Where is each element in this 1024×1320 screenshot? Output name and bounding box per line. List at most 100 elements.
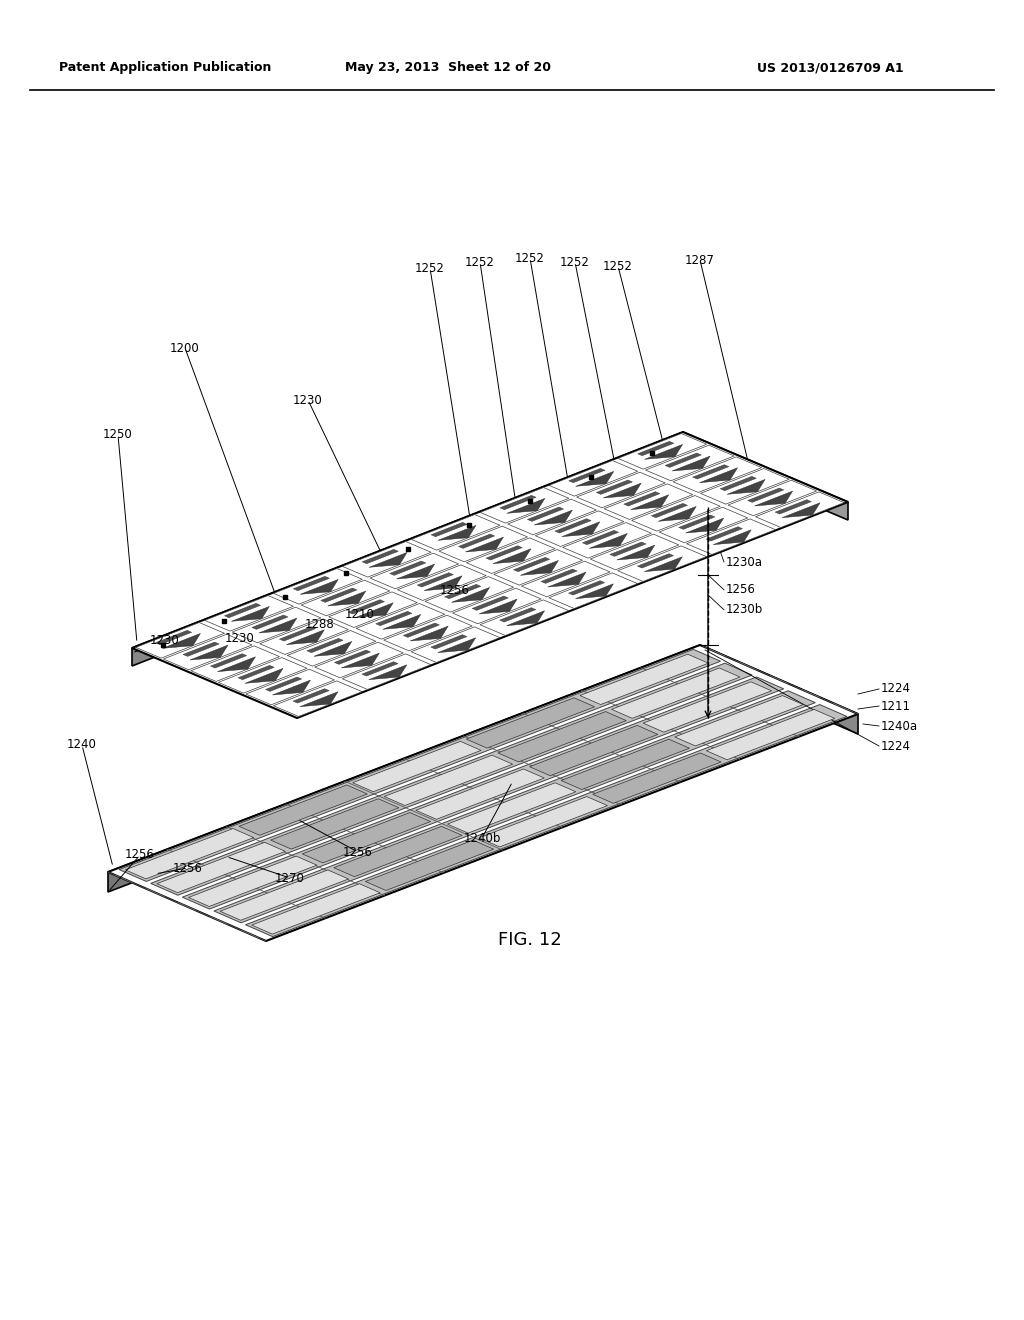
Polygon shape bbox=[444, 585, 481, 599]
Polygon shape bbox=[287, 631, 376, 667]
Polygon shape bbox=[459, 535, 495, 548]
Polygon shape bbox=[596, 480, 633, 495]
Polygon shape bbox=[479, 599, 517, 614]
Text: 1256: 1256 bbox=[173, 862, 203, 874]
Polygon shape bbox=[252, 615, 288, 630]
Polygon shape bbox=[189, 645, 228, 660]
Polygon shape bbox=[314, 643, 403, 677]
Polygon shape bbox=[541, 569, 578, 583]
Text: 1288: 1288 bbox=[305, 619, 335, 631]
Polygon shape bbox=[683, 432, 848, 520]
Polygon shape bbox=[366, 840, 494, 891]
Polygon shape bbox=[673, 457, 762, 492]
Polygon shape bbox=[300, 692, 338, 706]
Polygon shape bbox=[713, 529, 752, 545]
Polygon shape bbox=[555, 519, 591, 533]
Polygon shape bbox=[638, 441, 674, 455]
Polygon shape bbox=[348, 599, 384, 614]
Text: 1256: 1256 bbox=[440, 583, 470, 597]
Polygon shape bbox=[548, 572, 586, 587]
Polygon shape bbox=[479, 796, 607, 847]
Polygon shape bbox=[239, 785, 368, 836]
Polygon shape bbox=[659, 507, 748, 543]
Polygon shape bbox=[389, 561, 426, 576]
Polygon shape bbox=[728, 480, 817, 516]
Polygon shape bbox=[658, 507, 696, 521]
Polygon shape bbox=[604, 484, 693, 520]
Polygon shape bbox=[617, 433, 707, 469]
Polygon shape bbox=[136, 623, 224, 659]
Polygon shape bbox=[108, 645, 858, 941]
Polygon shape bbox=[466, 698, 595, 748]
Polygon shape bbox=[245, 668, 283, 684]
Polygon shape bbox=[293, 689, 330, 704]
Polygon shape bbox=[321, 587, 357, 602]
Polygon shape bbox=[679, 515, 715, 529]
Polygon shape bbox=[447, 783, 575, 833]
Text: 1252: 1252 bbox=[465, 256, 495, 268]
Polygon shape bbox=[108, 645, 700, 892]
Polygon shape bbox=[580, 655, 709, 705]
Polygon shape bbox=[466, 537, 555, 573]
Text: 1240a: 1240a bbox=[881, 719, 919, 733]
Polygon shape bbox=[500, 607, 536, 622]
Polygon shape bbox=[486, 545, 522, 560]
Polygon shape bbox=[238, 665, 274, 680]
Polygon shape bbox=[508, 499, 596, 535]
Polygon shape bbox=[666, 453, 701, 467]
Polygon shape bbox=[472, 597, 508, 610]
Polygon shape bbox=[707, 709, 835, 760]
Polygon shape bbox=[775, 500, 811, 513]
Polygon shape bbox=[675, 696, 803, 746]
Polygon shape bbox=[611, 668, 740, 718]
Polygon shape bbox=[692, 465, 729, 479]
Polygon shape bbox=[643, 682, 771, 733]
Polygon shape bbox=[494, 549, 583, 585]
Text: May 23, 2013  Sheet 12 of 20: May 23, 2013 Sheet 12 of 20 bbox=[345, 62, 551, 74]
Text: 1270: 1270 bbox=[275, 871, 305, 884]
Polygon shape bbox=[369, 665, 407, 680]
Polygon shape bbox=[265, 677, 302, 692]
Polygon shape bbox=[300, 579, 338, 594]
Text: 1252: 1252 bbox=[560, 256, 590, 268]
Polygon shape bbox=[287, 630, 325, 644]
Text: 1250: 1250 bbox=[103, 429, 133, 441]
Polygon shape bbox=[632, 495, 720, 531]
Polygon shape bbox=[568, 469, 605, 483]
Polygon shape bbox=[205, 595, 294, 631]
Polygon shape bbox=[699, 467, 737, 483]
Text: 1230: 1230 bbox=[225, 631, 255, 644]
Polygon shape bbox=[521, 561, 610, 597]
Polygon shape bbox=[549, 573, 638, 609]
Text: 1224: 1224 bbox=[881, 739, 911, 752]
Polygon shape bbox=[466, 537, 504, 552]
Polygon shape bbox=[246, 705, 847, 937]
Polygon shape bbox=[157, 842, 286, 892]
Text: 1210: 1210 bbox=[345, 609, 375, 622]
Polygon shape bbox=[437, 638, 476, 652]
Polygon shape bbox=[334, 826, 462, 876]
Polygon shape bbox=[335, 649, 371, 664]
Polygon shape bbox=[246, 669, 335, 705]
Polygon shape bbox=[500, 495, 537, 510]
Polygon shape bbox=[562, 521, 600, 537]
Polygon shape bbox=[342, 541, 431, 577]
Text: 1256: 1256 bbox=[726, 583, 756, 597]
Text: 1256: 1256 bbox=[343, 846, 373, 858]
Polygon shape bbox=[396, 564, 434, 579]
Polygon shape bbox=[232, 607, 321, 643]
Polygon shape bbox=[252, 883, 380, 935]
Text: 1240: 1240 bbox=[67, 738, 97, 751]
Text: 1230: 1230 bbox=[293, 393, 323, 407]
Text: 1200: 1200 bbox=[170, 342, 200, 355]
Text: 1230a: 1230a bbox=[726, 556, 763, 569]
Polygon shape bbox=[498, 711, 627, 762]
Polygon shape bbox=[361, 661, 398, 676]
Polygon shape bbox=[590, 533, 628, 548]
Polygon shape bbox=[610, 543, 646, 557]
Text: 1230b: 1230b bbox=[726, 603, 763, 616]
Polygon shape bbox=[163, 634, 201, 648]
Polygon shape bbox=[214, 690, 815, 923]
Text: 1224: 1224 bbox=[881, 682, 911, 696]
Polygon shape bbox=[307, 639, 343, 652]
